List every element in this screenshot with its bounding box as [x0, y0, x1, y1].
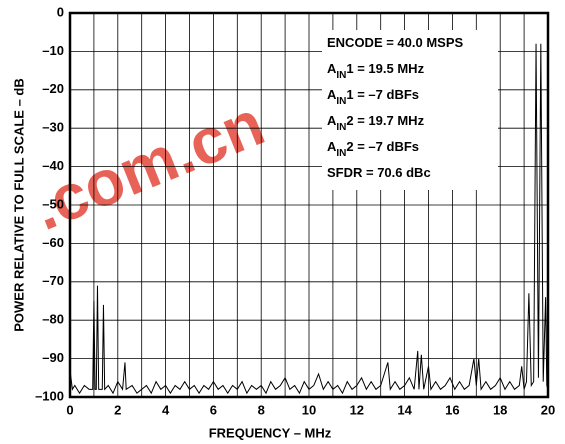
- x-tick-label: 10: [302, 402, 316, 417]
- y-tick-label: –50: [42, 196, 64, 211]
- x-tick-label: 2: [114, 402, 121, 417]
- annotation-text: 2 = 19.7 MHz: [346, 113, 424, 128]
- subscript: IN: [336, 96, 346, 107]
- y-tick-label: –10: [42, 43, 64, 58]
- annotation-text: A: [327, 113, 337, 128]
- annotation: AIN1 = 19.5 MHz: [327, 61, 425, 81]
- annotation-box: [322, 30, 498, 190]
- x-axis-label: FREQUENCY – MHz: [209, 425, 332, 440]
- annotation: ENCODE = 40.0 MSPS: [327, 35, 464, 50]
- x-tick-label: 16: [445, 402, 459, 417]
- x-tick-label: 20: [541, 402, 555, 417]
- x-tick-label: 18: [493, 402, 507, 417]
- y-tick-label: –40: [42, 158, 64, 173]
- x-tick-label: 8: [258, 402, 265, 417]
- annotation-text: A: [327, 87, 337, 102]
- y-axis-label: POWER RELATIVE TO FULL SCALE – dB: [11, 78, 26, 332]
- y-tick-label: –60: [42, 235, 64, 250]
- x-tick-label: 4: [162, 402, 170, 417]
- annotation-text: A: [327, 61, 337, 76]
- x-tick-label: 0: [66, 402, 73, 417]
- y-tick-label: –80: [42, 312, 64, 327]
- annotation-text: A: [327, 139, 337, 154]
- annotation: AIN2 = 19.7 MHz: [327, 113, 425, 133]
- y-tick-label: 0: [57, 4, 64, 19]
- annotation-text: 1 = –7 dBFs: [346, 87, 419, 102]
- annotation: SFDR = 70.6 dBc: [327, 165, 431, 180]
- spectrum-line: [69, 43, 549, 395]
- x-tick-label: 14: [397, 402, 412, 417]
- annotation-text: ENCODE = 40.0 MSPS: [327, 35, 464, 50]
- x-tick-label: 6: [210, 402, 217, 417]
- plot-frame: [68, 11, 550, 399]
- x-tick-label: 12: [350, 402, 364, 417]
- y-tick-label: –90: [42, 350, 64, 365]
- annotation-text: SFDR = 70.6 dBc: [327, 165, 431, 180]
- annotation-text: 2 = –7 dBFs: [346, 139, 419, 154]
- annotation-text: 1 = 19.5 MHz: [346, 61, 424, 76]
- annotation: AIN2 = –7 dBFs: [327, 139, 419, 159]
- y-tick-label: –30: [42, 120, 64, 135]
- y-tick-label: –70: [42, 273, 64, 288]
- subscript: IN: [336, 148, 346, 159]
- subscript: IN: [336, 122, 346, 133]
- y-tick-label: –100: [35, 388, 64, 403]
- y-tick-label: –20: [42, 81, 64, 96]
- annotation: AIN1 = –7 dBFs: [327, 87, 419, 107]
- subscript: IN: [336, 70, 346, 81]
